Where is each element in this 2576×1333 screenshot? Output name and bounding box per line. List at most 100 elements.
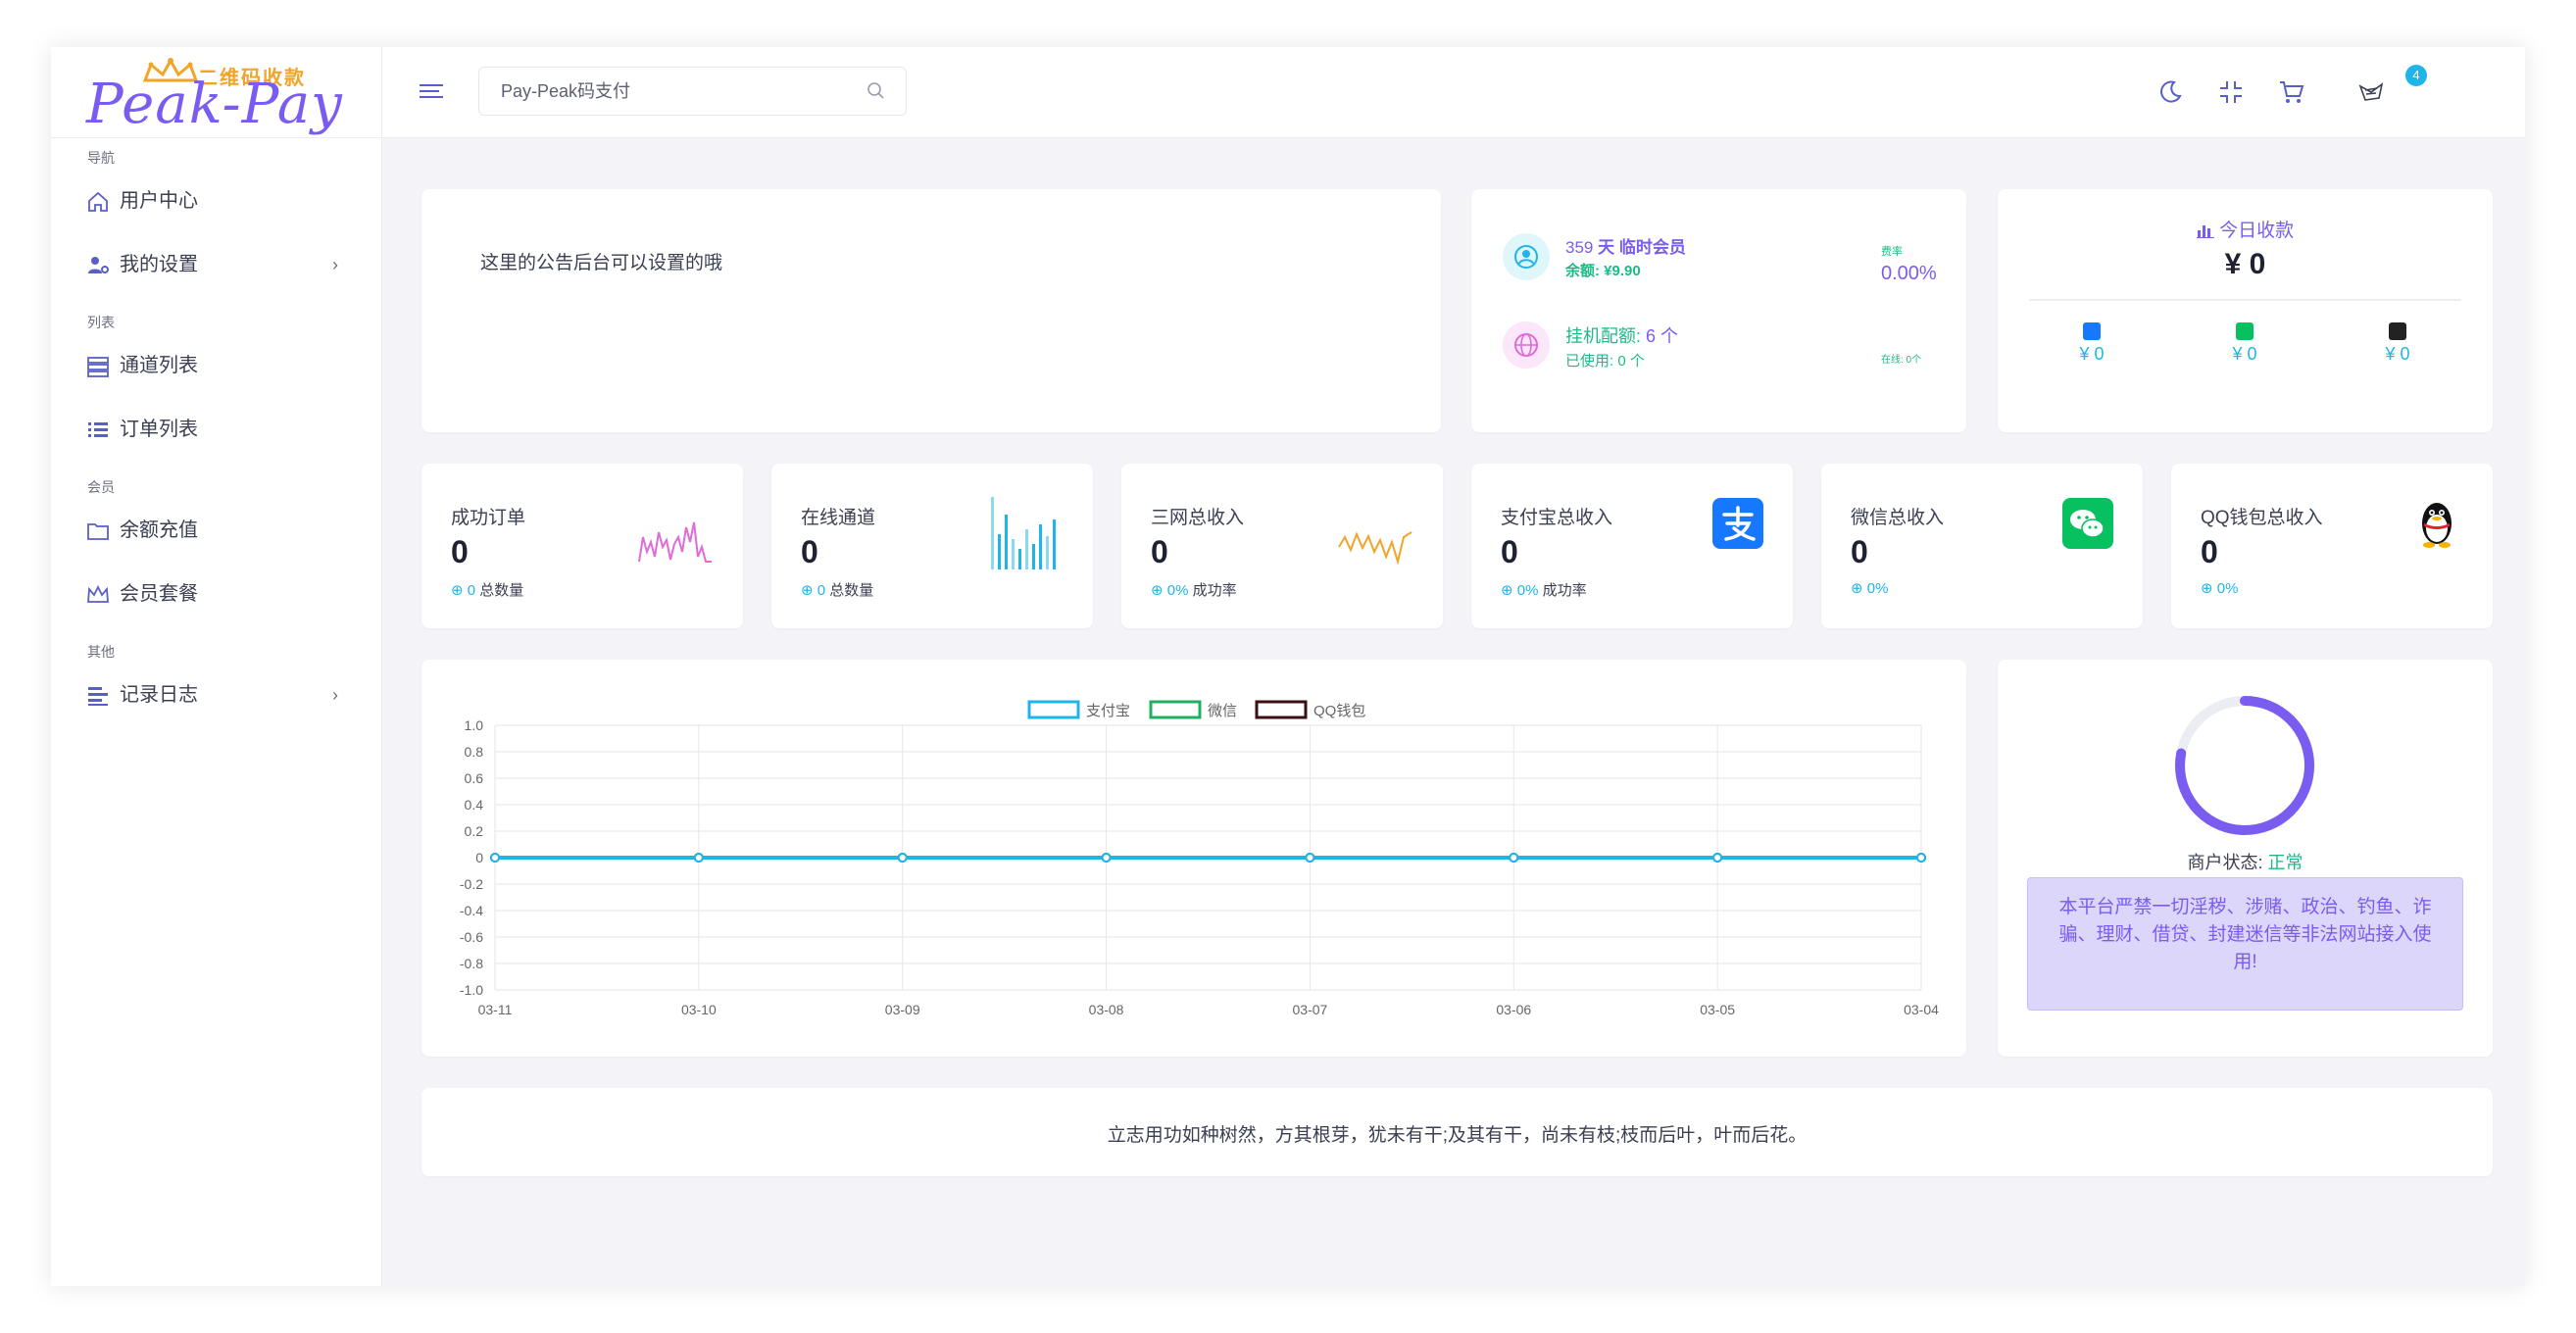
- stat-card-alipay-income: 支付宝总收入 0 ⊕ 0% 成功率: [1471, 464, 1793, 628]
- folder-icon: [87, 523, 109, 540]
- sparkbars-blue: [991, 497, 1056, 569]
- legend-label: QQ钱包: [1313, 703, 1365, 719]
- today-amount: ¥ 0: [2224, 248, 2266, 280]
- stat-sub: ⊕ 0% 成功率: [1501, 582, 1587, 599]
- sidebar-item-label: 我的设置: [120, 254, 198, 275]
- data-point: [1509, 853, 1519, 863]
- stat-title: 支付宝总收入: [1501, 508, 1613, 528]
- stat-value: 0: [451, 534, 469, 569]
- quota-used: 已使用: 0 个: [1565, 353, 1645, 370]
- stat-card-success-orders: 成功订单 0 ⊕ 0 总数量: [421, 464, 743, 628]
- logo[interactable]: 二维码收款 Peak-Pay: [51, 47, 381, 138]
- today-alipay: ¥ 0: [2053, 322, 2131, 365]
- y-tick-label: -0.2: [460, 876, 483, 892]
- wechat-logo-icon: [2062, 498, 2113, 549]
- stat-sub: ⊕ 0%: [2201, 580, 2239, 597]
- crown-outline-icon: [87, 584, 109, 603]
- sidebar: 二维码收款 Peak-Pay 导航 用户中心 我的设置 › 列表 通道列表 订单…: [51, 47, 382, 1286]
- today-qq: ¥ 0: [2358, 322, 2437, 365]
- nav-section-title: 导航: [87, 150, 115, 166]
- stat-title: 在线通道: [801, 508, 876, 528]
- member-balance: 余额: ¥9.90: [1565, 263, 1641, 279]
- list-icon: [88, 422, 108, 437]
- income-line-chart: 1.0 0.8 0.6 0.4 0.2 0 -0.2 -0.4 -0.6 -0.8 -1.0 03-1…: [460, 700, 1939, 1017]
- online-count: 在线: 0个: [1881, 355, 1922, 366]
- align-left-icon: [88, 687, 108, 706]
- search-input[interactable]: [479, 68, 852, 115]
- stat-sub: ⊕ 0 总数量: [801, 582, 874, 599]
- announcement-text: 这里的公告后台可以设置的哦: [480, 253, 723, 273]
- server-icon: [87, 357, 109, 377]
- data-point: [1712, 853, 1723, 863]
- stat-card-total-income: 三网总收入 0 ⊕ 0% 成功率: [1121, 464, 1443, 628]
- home-icon: [88, 191, 108, 212]
- today-title: 今日收款: [1998, 216, 2493, 242]
- user-settings-icon: [88, 257, 109, 273]
- stat-sub: ⊕ 0% 成功率: [1151, 582, 1237, 599]
- sidebar-item-order-list[interactable]: 订单列表: [51, 398, 381, 462]
- cart-icon[interactable]: [2278, 78, 2305, 106]
- announcement-card: 这里的公告后台可以设置的哦: [421, 189, 1441, 432]
- stat-value: 0: [1501, 534, 1518, 569]
- x-tick-label: 03-08: [1089, 1002, 1124, 1017]
- search-box: [478, 67, 907, 116]
- status-progress-ring: [2175, 696, 2314, 835]
- sidebar-item-my-settings[interactable]: 我的设置 ›: [51, 233, 381, 297]
- stat-sub: ⊕ 0 总数量: [451, 582, 524, 599]
- stat-value: 0: [1151, 534, 1168, 569]
- y-tick-label: -0.6: [460, 929, 483, 945]
- nav-section-title: 其他: [87, 644, 115, 660]
- logo-brand: Peak-Pay: [86, 73, 343, 136]
- today-wechat: ¥ 0: [2205, 322, 2284, 365]
- bar-chart-icon: [2196, 225, 2214, 238]
- y-tick-label: 0.8: [465, 744, 484, 760]
- menu-toggle-icon[interactable]: [420, 82, 443, 102]
- app-window: 二维码收款 Peak-Pay 导航 用户中心 我的设置 › 列表 通道列表 订单…: [51, 47, 2525, 1286]
- stat-sub: ⊕ 0%: [1851, 580, 1889, 597]
- legend-swatch: [1149, 700, 1202, 719]
- sidebar-item-recharge[interactable]: 余额充值: [51, 499, 381, 563]
- stat-card-wechat-income: 微信总收入 0 ⊕ 0%: [1821, 464, 2143, 628]
- member-days: 359 天 临时会员: [1565, 238, 1686, 257]
- x-tick-label: 03-06: [1496, 1002, 1531, 1017]
- user-avatar-icon[interactable]: [2357, 78, 2385, 106]
- y-tick-label: -1.0: [460, 982, 483, 998]
- y-tick-label: 0.4: [465, 797, 484, 813]
- sparkline-pink: [638, 521, 712, 563]
- y-tick-label: 1.0: [465, 717, 484, 733]
- quote-card: 立志用功如种树然，方其根芽，犹未有干;及其有干，尚未有枝;枝而后叶，叶而后花。: [421, 1088, 2493, 1176]
- globe-icon: [1503, 321, 1550, 369]
- sidebar-item-label: 通道列表: [120, 355, 198, 376]
- alipay-logo-icon: [1712, 498, 1763, 549]
- search-icon[interactable]: [867, 81, 886, 101]
- merchant-status-card: 商户状态: 正常 本平台严禁一切淫秽、涉赌、政治、钓鱼、诈骗、理财、借贷、封建迷…: [1998, 660, 2493, 1057]
- x-tick-label: 03-10: [681, 1002, 717, 1017]
- sidebar-item-logs[interactable]: 记录日志 ›: [51, 664, 381, 727]
- sidebar-item-channel-list[interactable]: 通道列表: [51, 334, 381, 398]
- y-tick-label: -0.4: [460, 903, 483, 918]
- divider: [2029, 299, 2461, 301]
- x-tick-label: 03-09: [885, 1002, 920, 1017]
- income-chart-card: 1.0 0.8 0.6 0.4 0.2 0 -0.2 -0.4 -0.6 -0.8 -1.0 03-1…: [421, 660, 1966, 1057]
- stat-title: QQ钱包总收入: [2201, 508, 2323, 528]
- data-point: [1305, 853, 1315, 863]
- x-tick-label: 03-05: [1700, 1002, 1735, 1017]
- data-point: [897, 853, 908, 863]
- y-tick-label: 0.6: [465, 770, 484, 786]
- logo-tag: 二维码收款: [198, 68, 306, 89]
- sidebar-item-membership[interactable]: 会员套餐: [51, 563, 381, 626]
- dark-mode-icon[interactable]: [2156, 78, 2184, 106]
- cart-count-badge: 4: [2405, 65, 2427, 86]
- x-tick-label: 03-07: [1293, 1002, 1328, 1017]
- compliance-notice: 本平台严禁一切淫秽、涉赌、政治、钓鱼、诈骗、理财、借贷、封建迷信等非法网站接入使…: [2027, 877, 2463, 1011]
- wechat-icon: [2236, 322, 2254, 340]
- nav-section-title: 列表: [87, 315, 115, 330]
- legend-swatch: [1027, 700, 1080, 719]
- legend-label: 支付宝: [1086, 703, 1130, 719]
- data-point: [1101, 853, 1112, 863]
- data-point: [693, 853, 704, 863]
- stat-title: 成功订单: [451, 508, 526, 528]
- sidebar-item-user-center[interactable]: 用户中心: [51, 170, 381, 233]
- fullscreen-exit-icon[interactable]: [2217, 78, 2245, 106]
- stat-value: 0: [2201, 534, 2218, 569]
